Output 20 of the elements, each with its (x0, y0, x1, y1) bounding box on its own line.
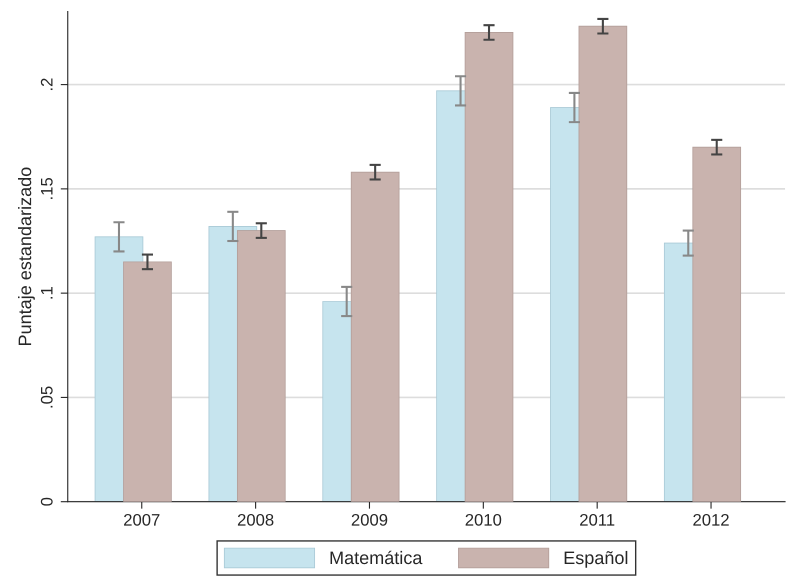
y-tick-label: .1 (41, 287, 52, 299)
y-axis-title: Puntaje estandarizado (18, 168, 35, 346)
bar (123, 261, 172, 502)
bar (578, 26, 628, 502)
x-tick-label: 2009 (352, 514, 388, 526)
x-tick-label: 2010 (466, 514, 502, 526)
y-tick-label: .15 (41, 178, 53, 199)
x-tick-label: 2008 (238, 514, 274, 526)
legend-label: Español (564, 550, 628, 568)
x-tick-label: 2011 (580, 514, 614, 526)
bar (350, 172, 400, 502)
y-tick-label: .05 (40, 386, 53, 408)
legend-label: Matemática (330, 550, 422, 564)
bar (692, 146, 742, 502)
bar (236, 230, 286, 502)
y-tick-label: 0 (40, 498, 53, 506)
x-tick-label: 2012 (693, 514, 729, 526)
x-tick-label: 2007 (124, 514, 160, 526)
bar (464, 32, 514, 502)
y-tick-label: .2 (40, 78, 52, 90)
